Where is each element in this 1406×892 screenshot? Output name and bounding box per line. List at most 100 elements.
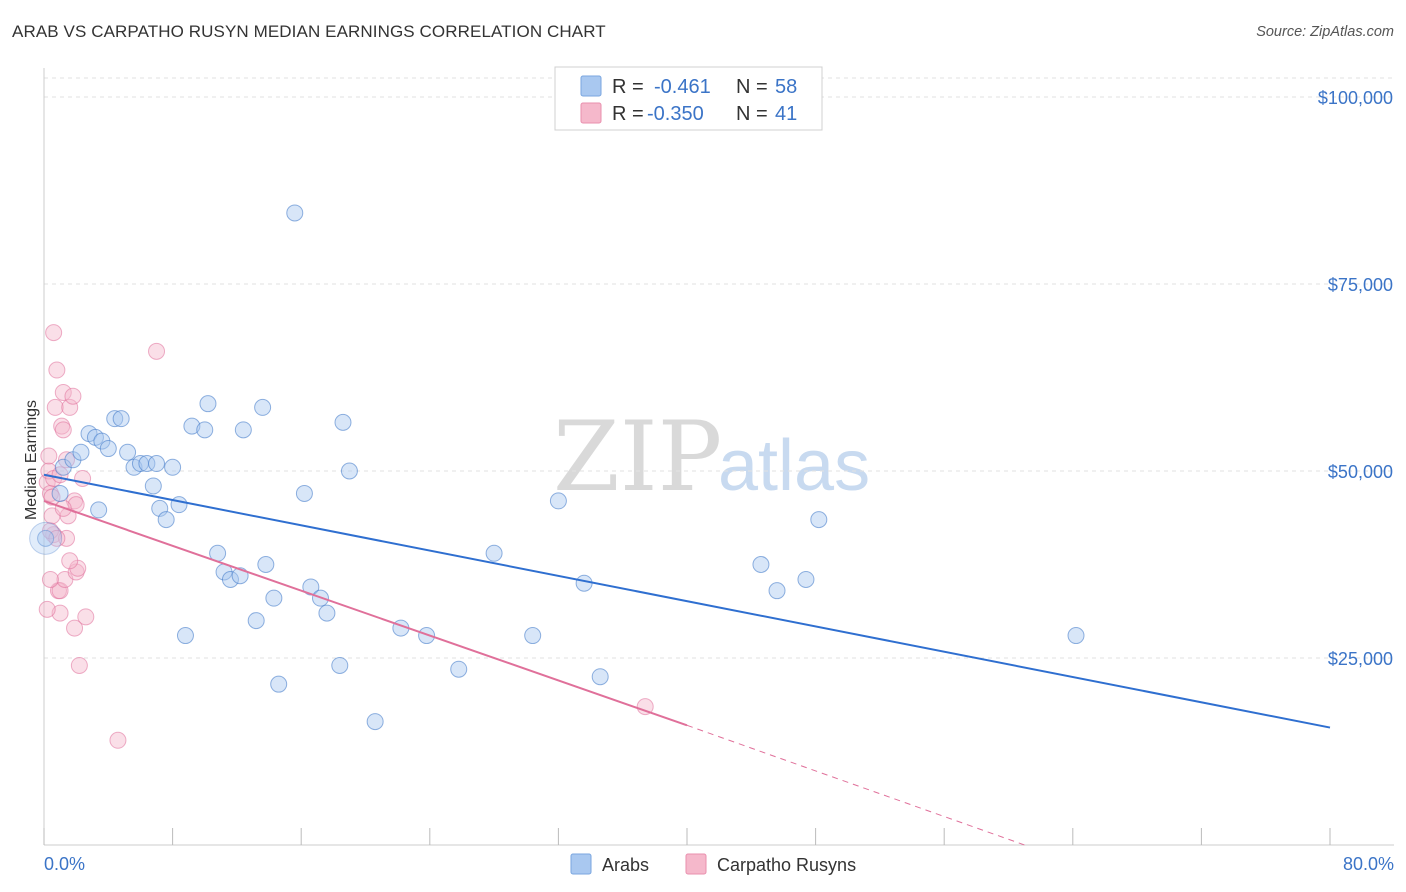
x-tick-label-left: 0.0% xyxy=(44,854,85,874)
watermark-zip: ZIP xyxy=(553,401,722,513)
data-point xyxy=(157,511,175,529)
legend-n-value-carpatho: 41 xyxy=(775,103,797,125)
data-point xyxy=(768,582,786,600)
data-point xyxy=(524,627,542,645)
data-point xyxy=(221,570,239,588)
chart-title: ARAB VS CARPATHO RUSYN MEDIAN EARNINGS C… xyxy=(12,22,606,41)
data-point xyxy=(138,455,156,473)
data-point xyxy=(61,552,79,570)
legend-r-label-carpatho: R = xyxy=(612,103,644,125)
data-point xyxy=(549,492,567,510)
data-point xyxy=(247,612,265,630)
data-point xyxy=(485,544,503,562)
data-point xyxy=(38,600,56,618)
data-point xyxy=(144,477,162,495)
data-point xyxy=(119,443,137,461)
series-points-carpatho-rusyns xyxy=(38,324,654,749)
data-point xyxy=(199,395,217,413)
correlation-legend: R = -0.461 N = 58 R = -0.350 N = 41 xyxy=(554,66,823,131)
y-tick-label: $25,000 xyxy=(1328,649,1393,669)
trend-line-carpatho-rusyns xyxy=(43,499,688,727)
data-point xyxy=(106,410,124,428)
y-axis-label: Median Earnings xyxy=(23,400,40,520)
data-point xyxy=(340,462,358,480)
data-point xyxy=(810,511,828,529)
source-credit: Source: ZipAtlas.com xyxy=(1256,24,1394,40)
data-point xyxy=(148,455,166,473)
legend-swatch-carpatho xyxy=(580,102,602,124)
y-axis-tick-labels: $25,000 $50,000 $75,000 $100,000 xyxy=(1318,88,1393,669)
data-point xyxy=(61,398,79,416)
series-points-arabs xyxy=(37,204,1085,731)
data-point xyxy=(51,604,69,622)
data-point xyxy=(334,413,352,431)
data-point xyxy=(318,604,336,622)
data-point xyxy=(40,447,58,465)
legend-r-value-carpatho: -0.350 xyxy=(647,103,704,125)
data-point xyxy=(450,660,468,678)
data-point xyxy=(176,627,194,645)
data-point xyxy=(45,324,63,342)
x-axis-ticks xyxy=(43,828,1331,845)
data-point xyxy=(295,484,313,502)
data-point xyxy=(41,570,59,588)
bottom-legend-label-carpatho: Carpatho Rusyns xyxy=(717,855,856,875)
data-point xyxy=(148,342,166,360)
data-point xyxy=(109,731,127,749)
data-point xyxy=(234,421,252,439)
bottom-legend-label-arabs: Arabs xyxy=(602,855,649,875)
data-point xyxy=(37,529,55,547)
data-point xyxy=(418,627,436,645)
data-point xyxy=(254,398,272,416)
series-legend: Arabs Carpatho Rusyns xyxy=(570,853,856,875)
data-point xyxy=(51,484,69,502)
data-point xyxy=(265,589,283,607)
legend-n-label-arabs: N = xyxy=(736,76,768,98)
data-point xyxy=(331,656,349,674)
data-point xyxy=(366,713,384,731)
y-tick-label: $50,000 xyxy=(1328,462,1393,482)
data-point xyxy=(591,668,609,686)
data-point xyxy=(72,443,90,461)
legend-r-value-arabs: -0.461 xyxy=(654,76,711,98)
data-point xyxy=(54,383,72,401)
data-point xyxy=(66,619,84,637)
data-point xyxy=(636,698,654,716)
data-point xyxy=(164,458,182,476)
data-point xyxy=(575,574,593,592)
data-point xyxy=(257,556,275,573)
legend-swatch-arabs xyxy=(580,75,602,97)
data-point xyxy=(51,582,69,600)
data-point xyxy=(286,204,304,222)
data-point xyxy=(797,570,815,588)
data-point xyxy=(99,440,117,458)
data-point xyxy=(1067,627,1085,645)
data-point xyxy=(46,398,64,416)
trend-line-arabs xyxy=(43,473,1331,729)
data-point xyxy=(752,556,770,573)
data-point xyxy=(58,529,76,547)
x-tick-label-right: 80.0% xyxy=(1343,854,1394,874)
series-layer xyxy=(29,204,1331,846)
data-point xyxy=(48,361,66,379)
trend-line-carpatho-rusyns-extension xyxy=(686,724,1025,846)
data-point xyxy=(43,488,61,506)
data-point xyxy=(112,410,130,428)
y-tick-label: $100,000 xyxy=(1318,88,1393,108)
data-point xyxy=(70,656,88,674)
legend-n-label-carpatho: N = xyxy=(736,103,768,125)
data-point xyxy=(196,421,214,439)
data-point xyxy=(54,421,72,439)
bottom-legend-swatch-arabs xyxy=(570,853,592,875)
y-tick-label: $75,000 xyxy=(1328,275,1393,295)
data-point xyxy=(270,675,288,693)
legend-n-value-arabs: 58 xyxy=(775,76,797,98)
legend-r-label-arabs: R = xyxy=(612,76,644,98)
data-point xyxy=(64,387,82,405)
data-point-cluster xyxy=(29,521,63,555)
data-point xyxy=(77,608,95,626)
data-point xyxy=(90,501,108,519)
bottom-legend-swatch-carpatho xyxy=(685,853,707,875)
watermark-atlas: atlas xyxy=(718,426,870,506)
